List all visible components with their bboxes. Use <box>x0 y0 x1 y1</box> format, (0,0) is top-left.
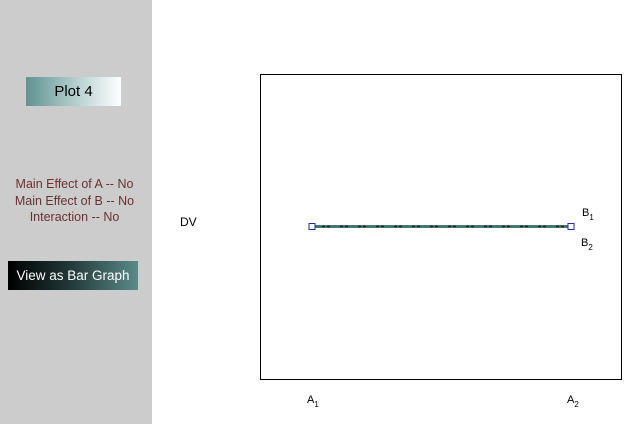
x-tick-label-a2: A2 <box>567 394 579 409</box>
effect-a-text: Main Effect of A -- No <box>15 177 134 191</box>
legend-label-b2: B2 <box>581 237 593 252</box>
plot-area <box>260 74 622 380</box>
plot-title: Plot 4 <box>26 77 121 106</box>
sidebar: Plot 4 Main Effect of A -- No Main Effec… <box>0 0 152 424</box>
legend-label-b1: B1 <box>582 207 594 222</box>
x-tick-label-a1: A1 <box>307 394 319 409</box>
effects-summary: Main Effect of A -- No Main Effect of B … <box>0 176 149 226</box>
interaction-text: Interaction -- No <box>29 210 120 224</box>
data-point-b2-a1 <box>308 223 316 230</box>
effect-b-text: Main Effect of B -- No <box>14 193 135 208</box>
y-axis-label: DV <box>180 215 197 229</box>
data-point-b2-a2 <box>567 223 575 230</box>
view-bar-graph-button[interactable]: View as Bar Graph <box>8 261 138 290</box>
